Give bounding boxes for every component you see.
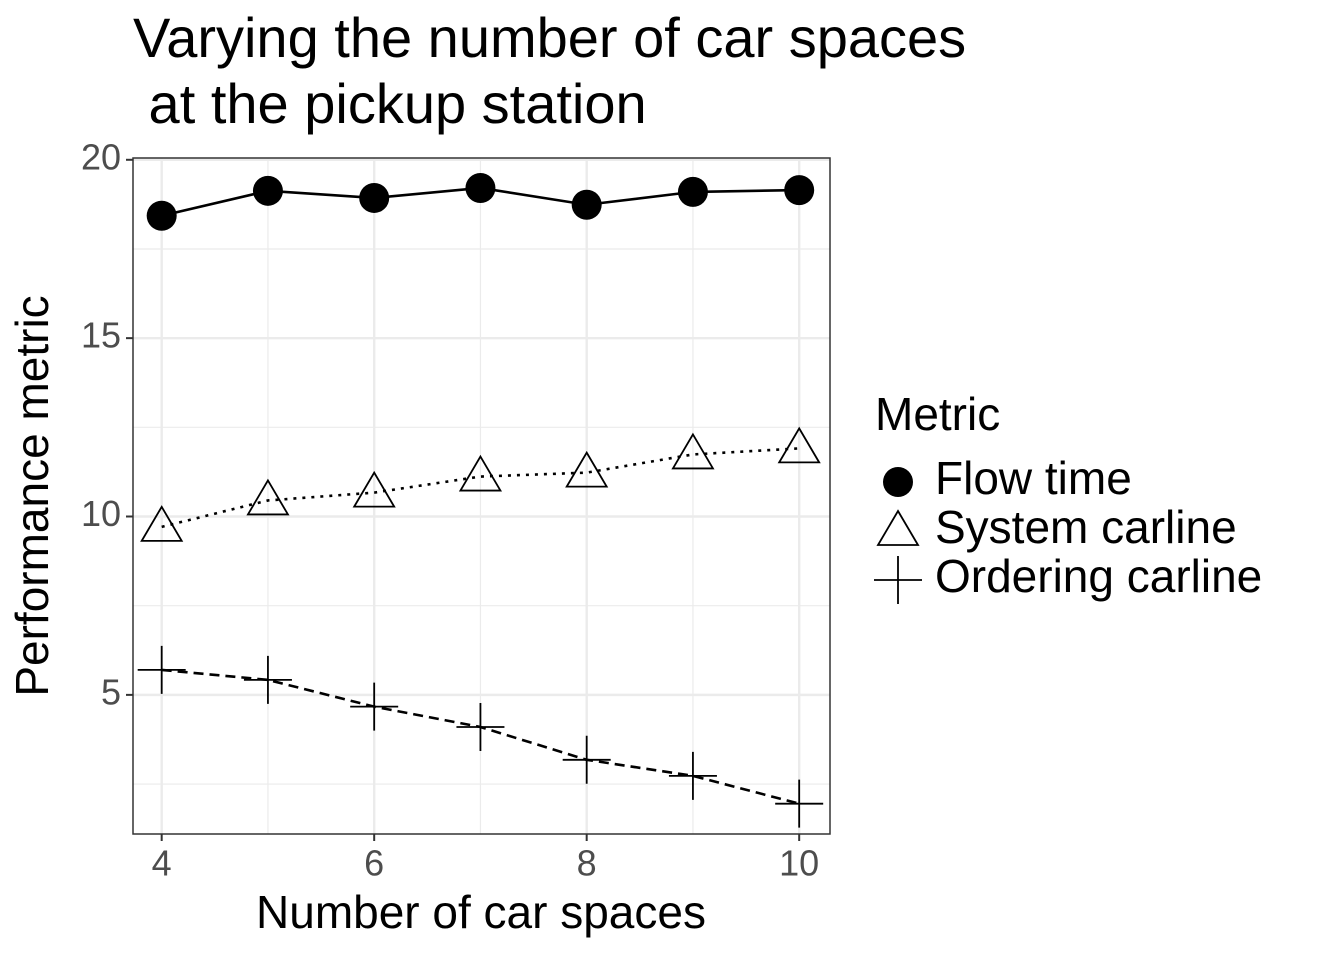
- point: [359, 182, 390, 213]
- y-tick-label: 10: [81, 493, 121, 534]
- point: [775, 779, 824, 828]
- y-tick-label: 5: [101, 671, 121, 712]
- series-line: [161, 447, 800, 529]
- point: [565, 450, 609, 488]
- x-tick-label: 10: [779, 843, 819, 884]
- legend-symbol: [883, 467, 913, 497]
- x-tick-label: 4: [152, 843, 172, 884]
- point: [252, 175, 283, 206]
- legend-title: Metric: [875, 388, 1000, 440]
- x-tick-label: 6: [364, 843, 384, 884]
- point: [456, 702, 505, 751]
- chart-title: at the pickup station: [133, 72, 647, 135]
- legend-symbol: [876, 509, 920, 546]
- point: [243, 655, 292, 704]
- plot-border: [132, 157, 831, 835]
- legend-label: System carline: [935, 501, 1237, 553]
- point: [350, 682, 399, 731]
- legend-label: Ordering carline: [935, 550, 1262, 602]
- point: [671, 432, 715, 470]
- point: [571, 189, 602, 220]
- chart-title: Varying the number of car spaces: [133, 6, 966, 69]
- point: [458, 454, 503, 492]
- legend-label: Flow time: [935, 452, 1132, 504]
- point: [465, 172, 496, 203]
- y-tick-label: 15: [81, 315, 121, 356]
- y-tick-label: 20: [81, 136, 121, 177]
- point: [137, 645, 186, 694]
- point: [777, 426, 821, 464]
- point: [140, 505, 184, 542]
- point: [352, 470, 396, 508]
- point: [668, 751, 717, 800]
- point: [562, 735, 611, 784]
- point: [784, 175, 815, 206]
- point: [246, 478, 290, 516]
- x-axis-title: Number of car spaces: [256, 886, 706, 938]
- legend-symbol: [874, 556, 922, 604]
- x-tick-label: 8: [577, 843, 597, 884]
- point: [677, 176, 708, 207]
- point: [146, 200, 177, 231]
- y-axis-title: Performance metric: [6, 295, 58, 696]
